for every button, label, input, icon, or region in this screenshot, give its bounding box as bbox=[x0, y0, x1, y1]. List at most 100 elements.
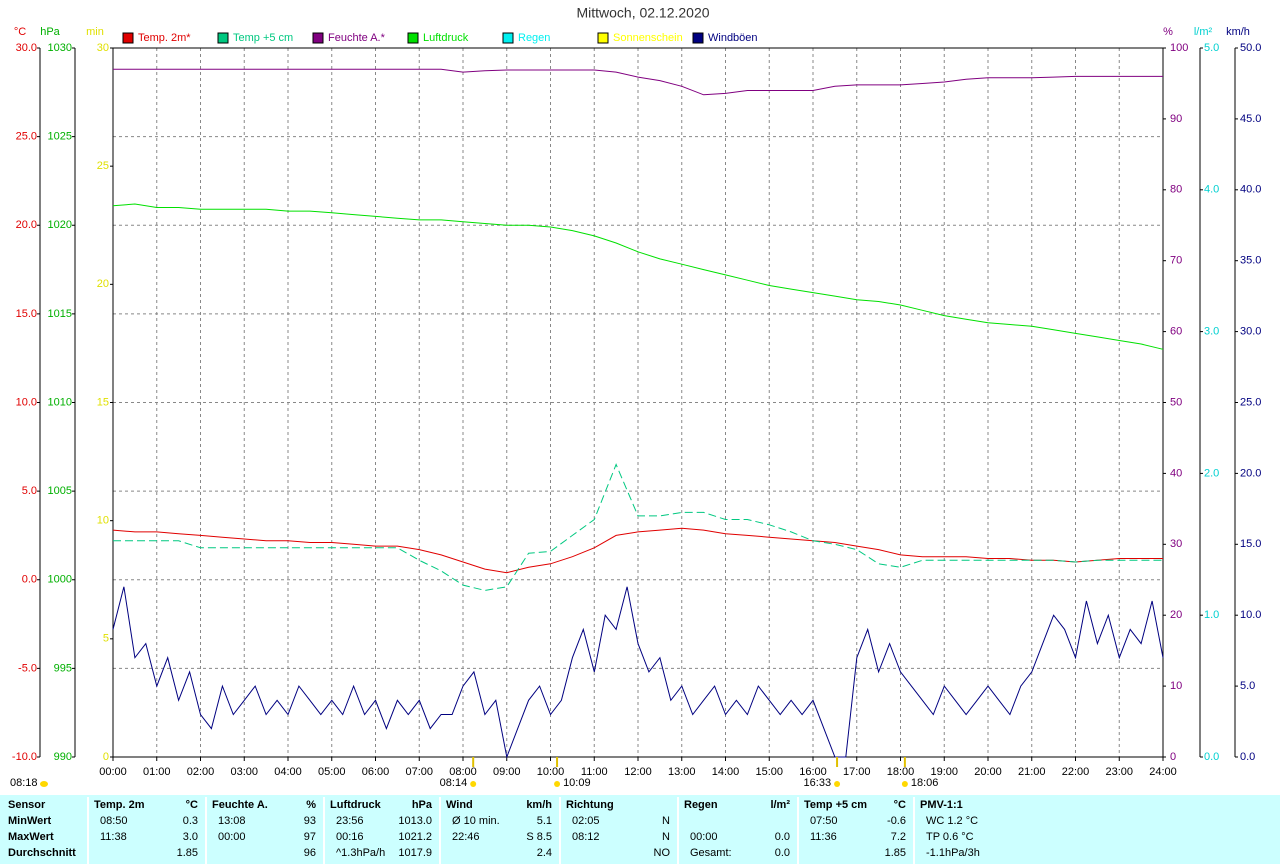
y-tick-label: 5.0 bbox=[1204, 42, 1219, 54]
y-tick-label: 2.0 bbox=[1204, 467, 1219, 479]
cell-right: 0.0 bbox=[775, 847, 790, 859]
cell-left: 08:50 bbox=[100, 815, 128, 827]
table-header: Sensor bbox=[8, 799, 46, 811]
x-tick-label: 17:00 bbox=[843, 766, 871, 778]
y-tick-label: 1000 bbox=[48, 574, 72, 586]
cell-left: 11:38 bbox=[100, 831, 127, 843]
row-label: Durchschnitt bbox=[8, 847, 76, 859]
sun-icon bbox=[40, 781, 48, 787]
y-tick-label: 25 bbox=[97, 160, 109, 172]
y-tick-label: -5.0 bbox=[18, 662, 37, 674]
x-tick-label: 11:00 bbox=[581, 766, 608, 778]
axis-unit: l/m² bbox=[1194, 26, 1213, 38]
y-tick-label: 35.0 bbox=[1240, 255, 1261, 267]
legend-swatch bbox=[502, 32, 514, 44]
y-tick-label: 1.0 bbox=[1204, 609, 1219, 621]
sun-icon bbox=[554, 781, 561, 787]
legend-swatch bbox=[122, 32, 134, 44]
x-tick-label: 23:00 bbox=[1105, 766, 1133, 778]
cell-right: 96 bbox=[304, 847, 316, 859]
y-tick-label: 1005 bbox=[48, 485, 72, 497]
cell-right: 0.0 bbox=[775, 831, 790, 843]
cell-right: 2.4 bbox=[537, 847, 552, 859]
y-tick-label: 30 bbox=[97, 42, 109, 54]
y-tick-label: 0.0 bbox=[1240, 751, 1255, 763]
y-tick-label: 5.0 bbox=[1240, 680, 1255, 692]
x-tick-label: 10:00 bbox=[537, 766, 565, 778]
sun-icon bbox=[834, 781, 841, 787]
y-tick-label: 15.0 bbox=[16, 308, 37, 320]
series-line bbox=[112, 586, 1164, 759]
x-tick-label: 06:00 bbox=[362, 766, 390, 778]
y-tick-label: 25.0 bbox=[16, 131, 37, 143]
y-tick-label: 0 bbox=[103, 751, 109, 763]
x-tick-label: 24:00 bbox=[1149, 766, 1177, 778]
legend-label: Temp +5 cm bbox=[233, 32, 293, 44]
column-title: PMV-1:1 bbox=[920, 799, 963, 811]
cell-left: 11:36 bbox=[810, 831, 837, 843]
column-unit: hPa bbox=[412, 799, 433, 811]
cell-right: N bbox=[662, 831, 670, 843]
y-tick-label: 20 bbox=[1170, 609, 1182, 621]
cell-right: 1013.0 bbox=[398, 815, 432, 827]
y-tick-label: 0 bbox=[1170, 751, 1176, 763]
row-label: MaxWert bbox=[8, 831, 54, 843]
cell-right: 93 bbox=[304, 815, 316, 827]
annotation-label: 18:06 bbox=[911, 777, 939, 789]
axis-unit: km/h bbox=[1226, 26, 1250, 38]
y-tick-label: 20 bbox=[97, 278, 109, 290]
y-tick-label: 5.0 bbox=[22, 485, 37, 497]
axis-unit: hPa bbox=[40, 26, 60, 38]
cell-left: -1.1hPa/3h bbox=[926, 847, 980, 859]
legend-label: Luftdruck bbox=[423, 32, 469, 44]
legend-swatch bbox=[692, 32, 704, 44]
cell-right: 7.2 bbox=[891, 831, 906, 843]
y-tick-label: 0.0 bbox=[1204, 751, 1219, 763]
annotation-label: 08:14 bbox=[440, 777, 468, 789]
cell-left: 22:46 bbox=[452, 831, 480, 843]
sun-icon bbox=[901, 781, 908, 787]
x-tick-label: 01:00 bbox=[143, 766, 171, 778]
legend-label: Windböen bbox=[708, 32, 758, 44]
column-unit: % bbox=[306, 799, 316, 811]
y-tick-label: 1010 bbox=[48, 396, 72, 408]
series-line bbox=[113, 463, 1163, 591]
x-tick-label: 13:00 bbox=[668, 766, 696, 778]
x-tick-label: 02:00 bbox=[187, 766, 215, 778]
column-title: Temp. 2m bbox=[94, 799, 145, 811]
y-tick-label: 1025 bbox=[48, 131, 72, 143]
cell-right: 1021.2 bbox=[398, 831, 432, 843]
y-tick-label: 30.0 bbox=[16, 42, 37, 54]
legend-swatch bbox=[407, 32, 419, 44]
y-tick-label: 50.0 bbox=[1240, 42, 1261, 54]
column-unit: l/m² bbox=[770, 799, 790, 811]
cell-left: 02:05 bbox=[572, 815, 600, 827]
column-title: Richtung bbox=[566, 799, 614, 811]
x-tick-label: 16:00 bbox=[799, 766, 827, 778]
y-tick-label: 990 bbox=[54, 751, 72, 763]
cell-right: 1017.9 bbox=[398, 847, 432, 859]
cell-left: 13:08 bbox=[218, 815, 246, 827]
cell-right: 0.3 bbox=[183, 815, 198, 827]
cell-right: -0.6 bbox=[887, 815, 906, 827]
y-tick-label: 30.0 bbox=[1240, 326, 1261, 338]
x-tick-label: 08:00 bbox=[449, 766, 477, 778]
cell-left: Ø 10 min. bbox=[452, 815, 500, 827]
column-unit: °C bbox=[186, 799, 198, 811]
cell-right: 1.85 bbox=[177, 847, 198, 859]
chart-title: Mittwoch, 02.12.2020 bbox=[576, 5, 709, 21]
cell-left: ^1.3hPa/h bbox=[336, 847, 385, 859]
y-tick-label: 1030 bbox=[48, 42, 72, 54]
y-tick-label: 40.0 bbox=[1240, 184, 1261, 196]
series-line bbox=[112, 527, 1163, 574]
x-tick-label: 05:00 bbox=[318, 766, 346, 778]
cell-left: TP 0.6 °C bbox=[926, 831, 974, 843]
cell-right: NO bbox=[654, 847, 671, 859]
column-unit: km/h bbox=[526, 799, 552, 811]
x-tick-label: 19:00 bbox=[930, 766, 958, 778]
legend-label: Feuchte A.* bbox=[328, 32, 386, 44]
cell-right: 5.1 bbox=[537, 815, 552, 827]
cell-left: 00:00 bbox=[218, 831, 246, 843]
legend-label: Regen bbox=[518, 32, 550, 44]
